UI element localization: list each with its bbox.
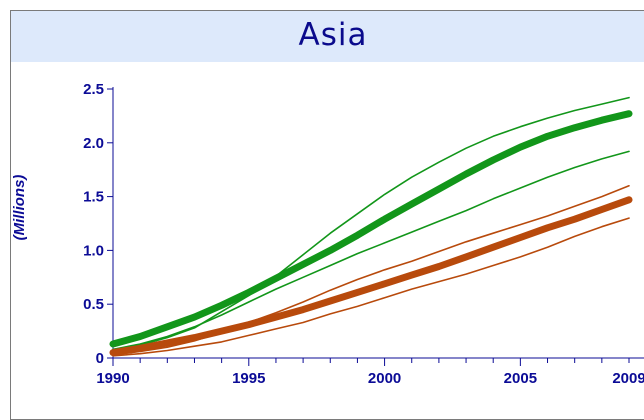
- chart-title: Asia: [298, 17, 368, 53]
- line-chart: 0 0.5 1.0 1.5 2.0 2.5 1990 1995 2000 2005 2009 (Mil…: [11, 81, 644, 387]
- y-axis-label: (Millions): [11, 175, 28, 241]
- x-tick-label: 1990: [96, 370, 129, 387]
- x-tick-label: 2005: [504, 370, 537, 387]
- y-tick-label: 1.0: [83, 242, 104, 259]
- x-tick-label: 2000: [368, 370, 401, 387]
- series-line-3: [112, 150, 630, 351]
- y-tick-label: 2.0: [83, 135, 104, 152]
- y-tick-label: 0: [96, 350, 104, 367]
- y-tick-label: 1.5: [83, 189, 104, 206]
- tick-labels: 0 0.5 1.0 1.5 2.0 2.5 1990 1995 2000 2005 2009 (Mil…: [11, 81, 644, 387]
- title-band: Asia: [11, 11, 644, 62]
- y-tick-label: 0.5: [83, 296, 104, 313]
- series-line-6: [112, 217, 630, 357]
- x-tick-label: 1995: [232, 370, 265, 387]
- series-line-4: [109, 196, 633, 357]
- x-tick-label: 2009: [612, 370, 644, 387]
- y-tick-label: 2.5: [83, 81, 104, 98]
- axes: [107, 87, 644, 366]
- series-group: [109, 96, 633, 357]
- series-line-1: [109, 110, 633, 348]
